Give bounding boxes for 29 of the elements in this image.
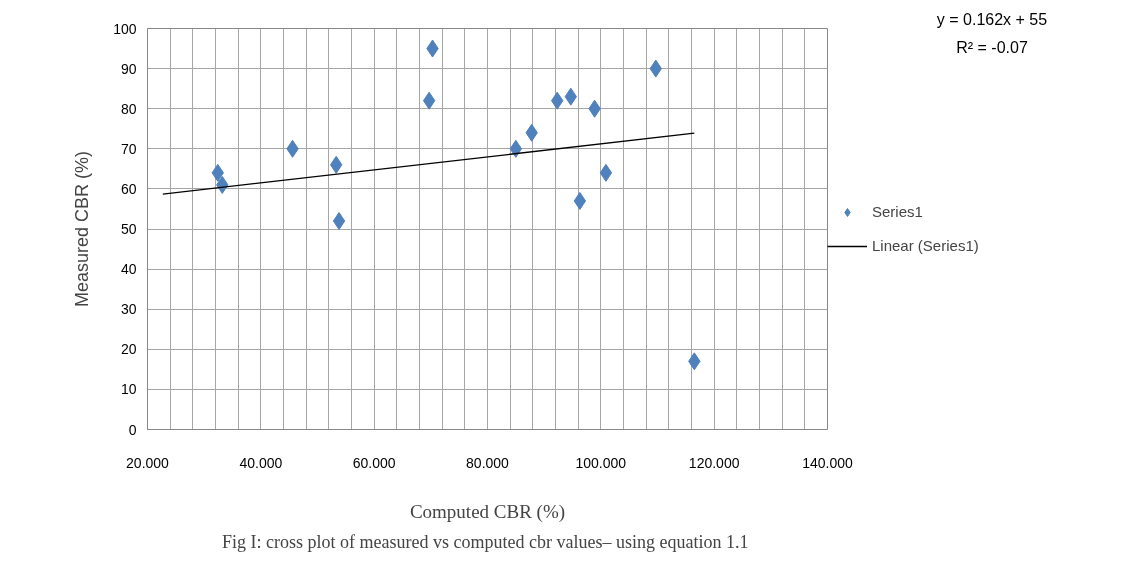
point xyxy=(573,191,587,210)
x-tick-label: 40.000 xyxy=(239,454,283,471)
text: y = 0.162x + 55 xyxy=(936,11,1048,28)
y-tick-label: 70 xyxy=(120,140,137,157)
x-tick-label: 140.000 xyxy=(802,454,854,471)
y-tick-label: 60 xyxy=(120,180,137,197)
x-tick-label: 60.000 xyxy=(352,454,396,471)
y-tick-label: 100 xyxy=(113,20,137,37)
y-tick-label: 80 xyxy=(120,100,137,117)
y-tick-label: 90 xyxy=(120,60,137,77)
y-tick-label: 40 xyxy=(120,261,137,278)
y-tick-label: 30 xyxy=(120,301,137,318)
y-tick-label: 10 xyxy=(120,381,137,398)
x-tick-label: 120.000 xyxy=(688,454,740,471)
y-tick-label: 20 xyxy=(120,341,137,358)
x-tick-label: 100.000 xyxy=(575,454,627,471)
y-axis-title: Measured CBR (%) xyxy=(72,150,93,308)
text: R² = -0.07 xyxy=(956,39,1028,56)
x-axis-title: Computed CBR (%) xyxy=(409,500,566,523)
x-tick-label: 80.000 xyxy=(466,454,510,471)
legend-label: Series1 xyxy=(872,203,923,220)
point xyxy=(599,163,613,182)
y-tick-label: 0 xyxy=(128,421,137,438)
text: Fig I: cross plot of measured vs computed cbr values– using equation 1.1 xyxy=(222,531,749,552)
x-tick-label: 20.000 xyxy=(126,454,170,471)
point xyxy=(332,211,346,230)
y-tick-label: 50 xyxy=(120,221,137,237)
legend-label: Linear (Series1) xyxy=(872,237,979,254)
point xyxy=(422,91,436,110)
